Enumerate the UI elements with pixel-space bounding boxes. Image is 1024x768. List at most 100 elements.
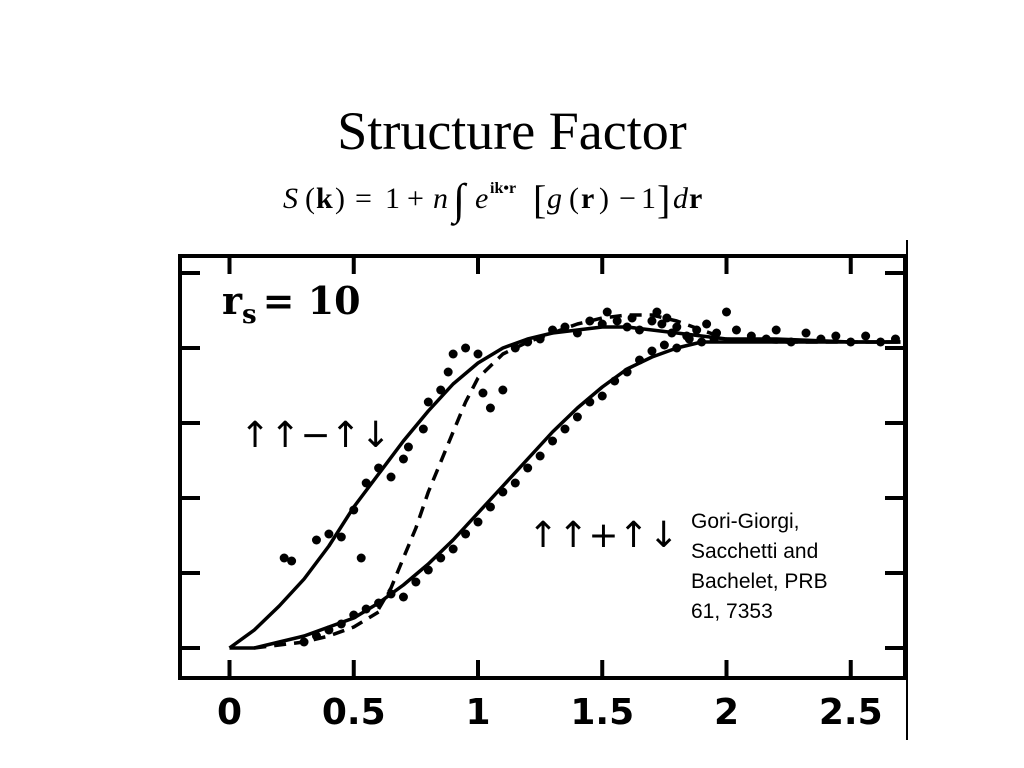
x-tick-label: 0.5: [322, 692, 386, 733]
x-tick-label: 0: [217, 692, 242, 733]
formula-paren-open-2: (: [569, 182, 579, 215]
difference-annotation: ↑↑−↑↓: [240, 415, 391, 456]
data-point: [597, 391, 607, 401]
data-point: [473, 349, 483, 359]
data-point: [478, 388, 488, 398]
data-point: [510, 343, 520, 353]
data-point: [647, 316, 657, 326]
data-point: [356, 553, 366, 563]
data-point: [324, 625, 334, 635]
data-point: [398, 592, 408, 602]
data-point: [697, 337, 707, 347]
formula-paren-close-2: ): [599, 182, 609, 215]
data-point: [374, 598, 384, 608]
data-point: [436, 553, 446, 563]
data-point: [662, 313, 672, 323]
data-point: [672, 322, 682, 332]
data-point: [324, 529, 334, 539]
formula-r: r: [581, 182, 595, 215]
data-point: [548, 436, 558, 446]
rs-rest: = 10: [263, 278, 361, 323]
formula-bracket-close: ]: [657, 177, 671, 222]
data-point: [443, 367, 453, 377]
formula-integral: ∫: [453, 175, 466, 224]
data-point: [560, 424, 570, 434]
data-point: [861, 331, 871, 341]
data-point: [361, 604, 371, 614]
data-point: [535, 451, 545, 461]
solid-series-line-0: [228, 325, 901, 650]
formula-n: n: [433, 182, 448, 215]
data-point: [448, 349, 458, 359]
sum-annotation: ↑↑+↑↓: [528, 515, 679, 556]
data-point: [498, 385, 508, 395]
citation-line: Sacchetti and: [691, 540, 819, 563]
data-point: [411, 577, 421, 587]
data-point: [572, 328, 582, 338]
rs-main: r: [222, 278, 243, 323]
data-point: [684, 334, 694, 344]
data-point: [585, 397, 595, 407]
data-point: [473, 517, 483, 527]
rs-annotation: rs = 10: [222, 278, 361, 330]
data-point: [602, 307, 612, 317]
data-point: [622, 322, 632, 332]
data-point: [548, 325, 558, 335]
citation-line: Bachelet, PRB: [691, 570, 828, 593]
data-point: [386, 589, 396, 599]
data-point: [876, 337, 886, 347]
data-point: [523, 337, 533, 347]
data-point: [510, 478, 520, 488]
formula-exponent: ik•r: [490, 180, 517, 197]
data-point: [652, 307, 662, 317]
formula-paren-close: ): [335, 182, 345, 215]
data-point: [801, 328, 811, 338]
data-point: [622, 367, 632, 377]
formula-plus: +: [407, 182, 424, 215]
data-point: [299, 637, 309, 647]
data-point: [374, 463, 384, 473]
data-point: [461, 343, 471, 353]
data-point: [498, 487, 508, 497]
formula-minus: −: [619, 182, 636, 215]
x-tick-label: 2: [714, 692, 739, 733]
data-point: [771, 325, 781, 335]
data-point: [535, 334, 545, 344]
data-point: [560, 322, 570, 332]
data-point: [702, 319, 712, 329]
data-point: [709, 334, 719, 344]
data-point: [627, 313, 637, 323]
formula-one: 1: [385, 182, 400, 215]
data-point: [436, 385, 446, 395]
data-point: [311, 631, 321, 641]
data-point: [485, 403, 495, 413]
data-point: [361, 478, 371, 488]
data-point: [485, 502, 495, 512]
data-point: [279, 553, 289, 563]
x-tick-label: 2.5: [819, 692, 883, 733]
data-point: [349, 505, 359, 515]
slide-title: Structure Factor: [337, 101, 687, 161]
data-point: [731, 325, 741, 335]
data-point: [610, 376, 620, 386]
data-point: [722, 307, 731, 317]
formula-one-2: 1: [641, 182, 656, 215]
citation: Gori-Giorgi, Sacchetti and Bachelet, PRB…: [691, 507, 871, 627]
citation-line: 61, 7353: [691, 600, 773, 623]
plot-frame: [178, 254, 907, 680]
data-point: [667, 328, 677, 338]
data-point: [635, 325, 645, 335]
formula-r-2: r: [689, 182, 703, 215]
data-point: [597, 319, 607, 329]
formula-e: e: [475, 182, 489, 215]
data-point: [386, 472, 396, 482]
data-point: [403, 442, 413, 452]
data-point: [831, 331, 841, 341]
data-point: [572, 412, 582, 422]
data-point: [423, 397, 433, 407]
data-point: [336, 619, 346, 629]
citation-line: Gori-Giorgi,: [691, 510, 800, 533]
data-point: [890, 334, 900, 344]
data-point: [349, 610, 359, 620]
